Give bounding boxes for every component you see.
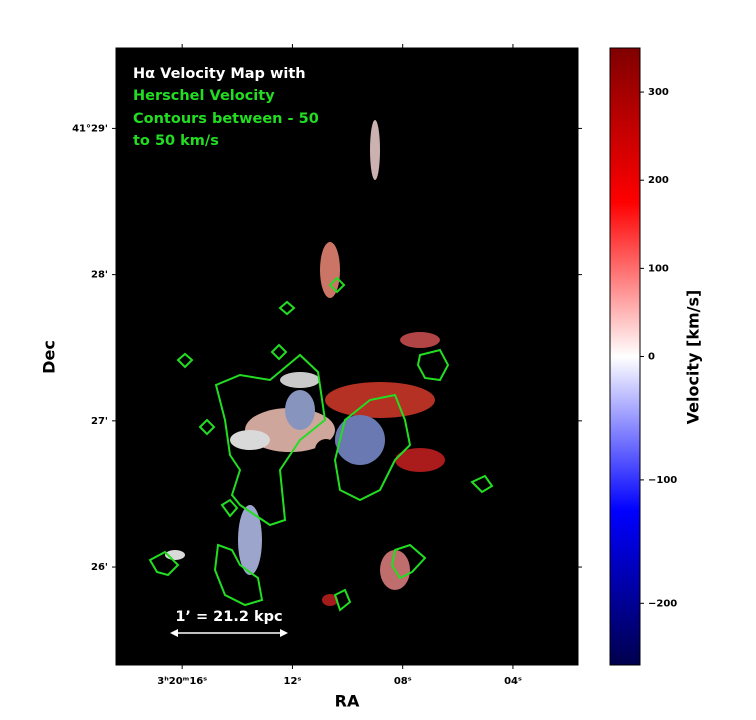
y-tick-label: 28': [91, 270, 108, 281]
x-tick-label: 3ʰ20ᵐ16ˢ: [157, 676, 207, 687]
annotation: Hα Velocity Map with: [133, 66, 306, 82]
colorbar: [609, 47, 641, 666]
colorbar-tick-label: 100: [648, 263, 669, 274]
colorbar-tick-label: −200: [648, 598, 677, 609]
x-tick-label: 12ˢ: [284, 676, 302, 687]
velocity-map: [116, 48, 578, 665]
annotation: Contours between - 50: [133, 111, 319, 127]
x-axis-label: RA: [335, 692, 360, 711]
x-tick-label: 08ˢ: [394, 676, 412, 687]
scale-bar: 1’ = 21.2 kpc: [170, 609, 288, 637]
plot-frame: [115, 47, 579, 666]
colorbar-tick-label: −100: [648, 475, 677, 486]
scale-bar-label: 1’ = 21.2 kpc: [175, 609, 282, 625]
annotation: Herschel Velocity: [133, 88, 275, 104]
y-tick-label: 26': [91, 562, 108, 573]
colorbar-label: Velocity [km/s]: [684, 290, 703, 425]
y-axis-label: Dec: [40, 340, 59, 374]
annotation: to 50 km/s: [133, 133, 219, 149]
colorbar-tick-label: 300: [648, 87, 669, 98]
y-tick-label: 41°29': [72, 123, 108, 134]
y-tick-label: 27': [91, 416, 108, 427]
contours: [148, 276, 494, 612]
colorbar-tick-label: 200: [648, 175, 669, 186]
x-tick-label: 04ˢ: [504, 676, 522, 687]
colorbar-tick-label: 0: [648, 352, 655, 363]
